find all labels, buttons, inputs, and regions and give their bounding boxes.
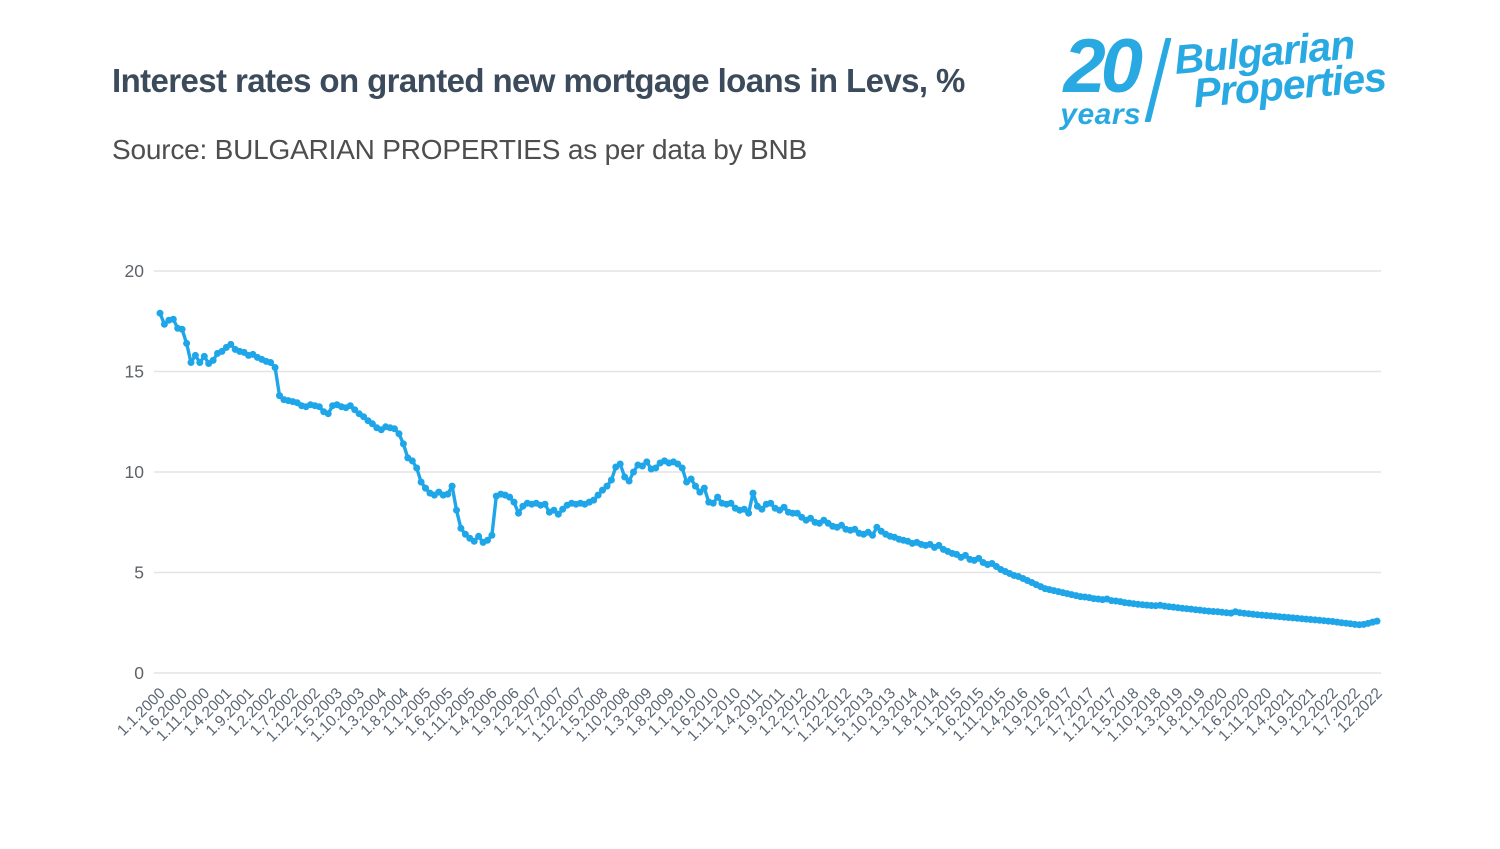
data-point bbox=[599, 486, 606, 494]
data-point bbox=[200, 352, 208, 360]
y-axis-tick-label: 20 bbox=[125, 261, 145, 281]
data-point bbox=[709, 499, 717, 507]
data-point bbox=[506, 493, 514, 501]
data-point bbox=[510, 498, 518, 506]
data-point bbox=[271, 364, 279, 371]
data-point bbox=[678, 464, 686, 472]
logo-anniversary: 20 years bbox=[1060, 24, 1143, 132]
data-point bbox=[749, 489, 757, 497]
data-point bbox=[484, 536, 491, 544]
data-point bbox=[714, 493, 722, 501]
data-point bbox=[869, 531, 876, 539]
data-point bbox=[160, 320, 168, 328]
data-point bbox=[603, 482, 611, 490]
data-point bbox=[638, 462, 646, 470]
data-point bbox=[448, 482, 456, 490]
y-axis-tick-label: 0 bbox=[134, 663, 144, 683]
data-point bbox=[196, 359, 204, 366]
data-point bbox=[767, 499, 775, 507]
data-point bbox=[975, 554, 983, 562]
logo-years-label: years bbox=[1060, 98, 1142, 132]
y-axis-tick-label: 10 bbox=[125, 462, 145, 482]
brand-logo: 20 years Bulgarian Properties bbox=[1060, 21, 1388, 132]
data-point bbox=[417, 478, 425, 486]
data-point bbox=[630, 468, 637, 476]
data-point bbox=[515, 509, 522, 517]
data-point bbox=[594, 491, 602, 499]
data-point bbox=[156, 309, 164, 317]
data-point bbox=[475, 532, 483, 540]
data-point bbox=[807, 514, 814, 522]
data-point bbox=[395, 430, 403, 438]
data-point bbox=[178, 325, 186, 333]
data-point bbox=[488, 531, 496, 539]
data-point bbox=[413, 464, 421, 472]
source-caption: Source: BULGARIAN PROPERTIES as per data… bbox=[112, 134, 808, 165]
data-point bbox=[408, 457, 416, 465]
data-point bbox=[444, 490, 452, 498]
data-point bbox=[961, 551, 969, 559]
data-point bbox=[745, 509, 753, 517]
data-point bbox=[422, 484, 429, 492]
data-point bbox=[692, 482, 699, 490]
data-point bbox=[625, 477, 633, 485]
data-point bbox=[643, 458, 651, 466]
data-point bbox=[607, 476, 615, 484]
data-point bbox=[324, 410, 332, 418]
data-point bbox=[399, 440, 407, 448]
y-axis-tick-label: 15 bbox=[125, 362, 144, 382]
data-point bbox=[169, 315, 177, 323]
data-point bbox=[227, 340, 235, 348]
data-point bbox=[457, 524, 465, 532]
data-point bbox=[453, 506, 460, 514]
data-point bbox=[315, 403, 323, 411]
data-point bbox=[541, 500, 549, 508]
data-point bbox=[758, 505, 766, 513]
y-axis-tick-label: 5 bbox=[134, 563, 144, 583]
data-point bbox=[780, 503, 788, 511]
data-point bbox=[187, 359, 195, 366]
data-point bbox=[616, 460, 624, 468]
data-point bbox=[209, 356, 217, 364]
data-point bbox=[391, 425, 398, 433]
data-point bbox=[687, 475, 695, 483]
page-title: Interest rates on granted new mortgage l… bbox=[112, 62, 965, 99]
logo-20-number: 20 bbox=[1063, 24, 1143, 109]
data-point bbox=[554, 510, 562, 518]
data-point bbox=[700, 484, 708, 492]
series-line bbox=[158, 311, 1379, 627]
data-point bbox=[590, 496, 598, 504]
data-point bbox=[727, 499, 735, 507]
data-point bbox=[183, 339, 191, 347]
data-point bbox=[470, 537, 478, 545]
data-point bbox=[267, 359, 275, 366]
data-point bbox=[191, 351, 199, 359]
data-point bbox=[652, 464, 660, 472]
data-point bbox=[1373, 617, 1381, 625]
